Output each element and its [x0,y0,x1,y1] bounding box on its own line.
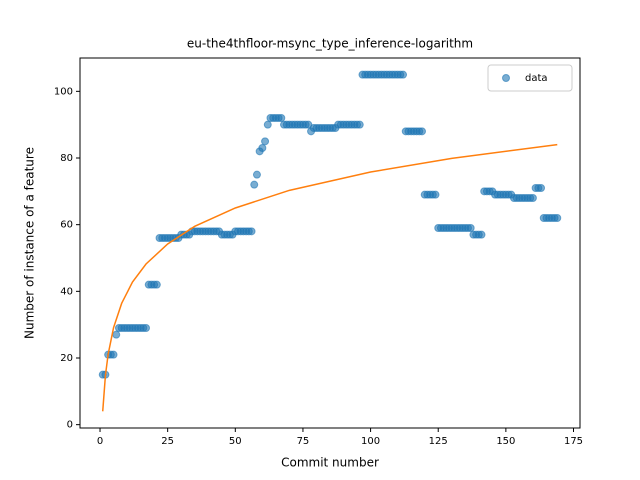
point [109,350,118,359]
point [355,120,364,129]
x-tick-label: 50 [229,436,242,447]
point [528,194,537,202]
legend-marker [502,74,510,82]
point [142,324,151,332]
point [477,230,486,239]
x-tick-label: 150 [496,436,515,447]
point [258,144,267,152]
y-tick-label: 60 [60,220,73,231]
y-axis-label: Number of instance of a feature [23,147,37,339]
y-tick-label: 20 [60,353,73,364]
point [112,330,121,339]
point [277,114,286,122]
point [553,214,562,222]
point [537,184,546,192]
point [152,280,161,289]
point [431,190,440,199]
y-tick-label: 100 [54,86,73,97]
x-tick-label: 175 [564,436,583,447]
fit-line [101,143,558,412]
x-axis-label: Commit number [281,456,379,470]
plot-frame [79,57,581,429]
y-tick-label: 40 [60,286,73,297]
x-tick-label: 25 [161,436,174,447]
point [466,224,475,232]
x-tick-label: 75 [297,436,310,447]
y-tick-label: 0 [67,420,73,431]
point [263,120,272,129]
point [250,180,259,189]
x-tick-label: 125 [429,436,448,447]
x-tick-label: 0 [97,436,103,447]
point [417,127,426,136]
point [261,137,270,146]
legend-box [487,64,573,92]
point [399,70,408,79]
x-tick-label: 100 [361,436,380,447]
point [252,170,261,179]
legend-label: data [525,73,548,84]
chart-title: eu-the4thfloor-msync_type_inference-loga… [187,37,473,51]
y-tick-label: 80 [60,153,73,164]
point [247,227,256,236]
